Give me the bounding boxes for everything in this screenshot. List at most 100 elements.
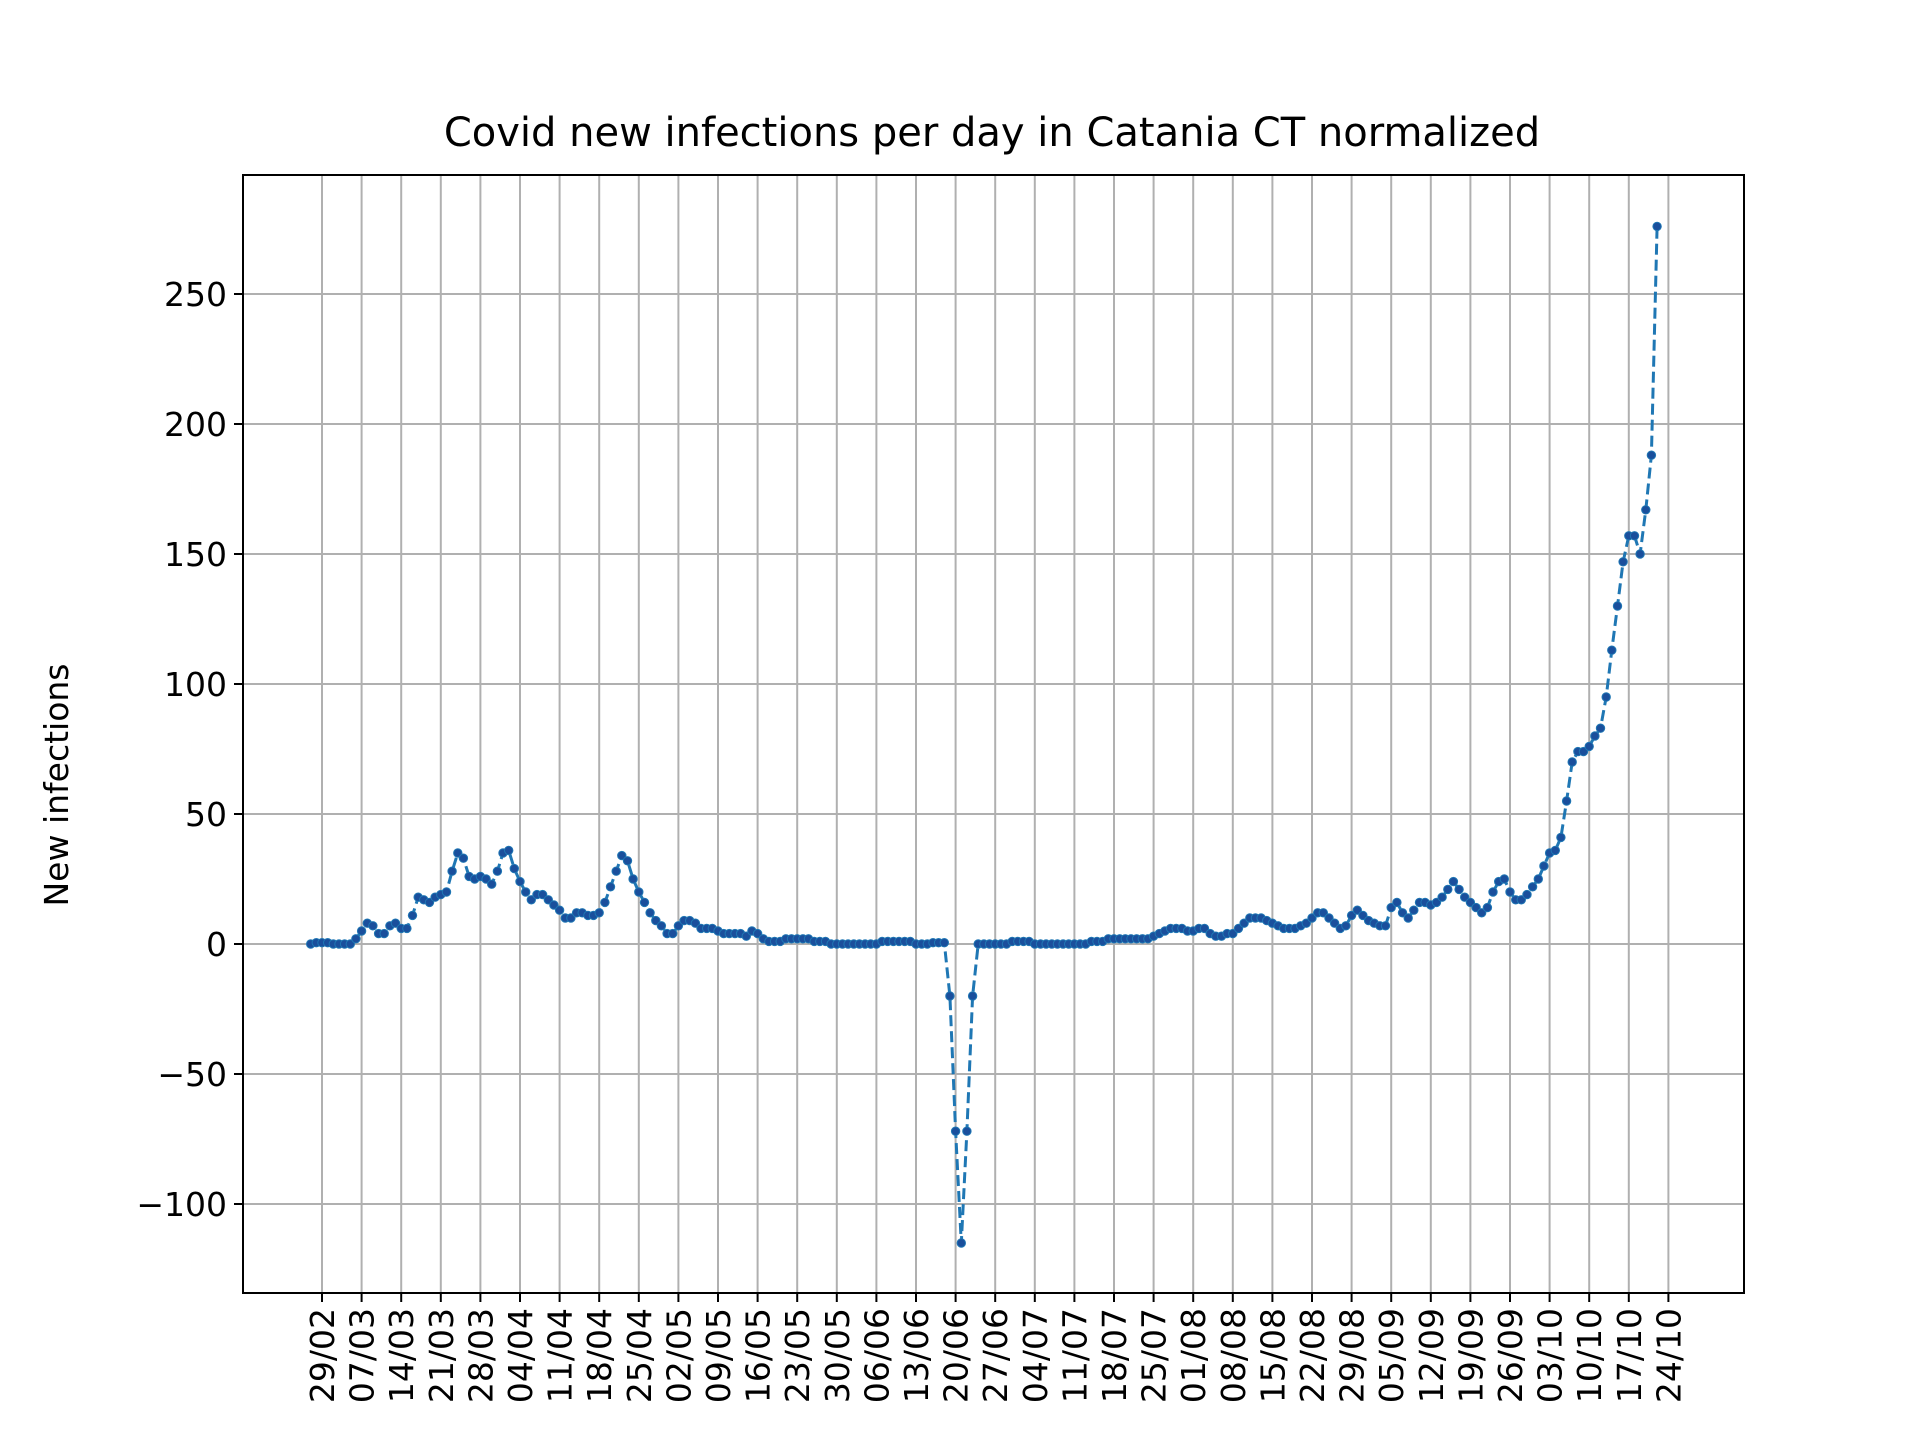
x-tick-label: 29/08: [1333, 1308, 1372, 1403]
data-point: [1358, 910, 1368, 921]
x-tick-label: 11/04: [541, 1308, 580, 1403]
data-point: [1607, 645, 1617, 655]
data-point: [487, 879, 497, 889]
data-point: [549, 900, 559, 910]
data-point: [939, 938, 949, 948]
data-point: [379, 928, 389, 939]
data-point: [622, 856, 633, 866]
x-tick-label: 06/06: [857, 1308, 896, 1403]
x-tick-label: 16/05: [739, 1308, 778, 1403]
data-point: [1318, 908, 1329, 918]
data-point: [645, 908, 655, 918]
data-point: [515, 876, 525, 887]
data-point: [1539, 861, 1549, 871]
x-tick-label: 09/05: [699, 1308, 738, 1403]
data-point: [1409, 905, 1419, 915]
data-point: [1460, 892, 1470, 902]
data-point: [447, 866, 457, 876]
x-tick-label: 19/09: [1451, 1308, 1490, 1403]
data-point: [1477, 908, 1487, 918]
x-tick-label: 20/06: [937, 1308, 976, 1403]
data-point: [554, 905, 565, 915]
x-tick-label: 29/02: [303, 1308, 342, 1403]
data-point: [1380, 921, 1391, 931]
data-point: [1618, 557, 1628, 567]
data-point: [617, 850, 627, 861]
data-point: [611, 866, 621, 876]
data-point: [566, 913, 576, 923]
data-point: [1437, 892, 1447, 902]
x-tick-label: 13/06: [897, 1308, 936, 1403]
x-tick-label: 21/03: [422, 1308, 461, 1403]
x-tick-label: 30/05: [818, 1308, 857, 1403]
x-tick-label: 12/09: [1412, 1308, 1451, 1403]
data-point: [1646, 450, 1657, 460]
data-point: [1307, 913, 1317, 923]
data-point: [1533, 874, 1544, 884]
x-tick-label: 28/03: [461, 1308, 500, 1403]
data-point: [1601, 692, 1611, 702]
data-point: [1454, 884, 1464, 895]
data-point: [1516, 895, 1527, 905]
data-point: [1641, 505, 1651, 515]
x-tick-label: 03/10: [1531, 1308, 1570, 1403]
data-point: [368, 921, 378, 931]
data-point: [605, 882, 616, 892]
data-point: [1556, 832, 1566, 843]
data-point: [1629, 531, 1640, 541]
x-tick-label: 17/10: [1610, 1308, 1649, 1403]
x-tick-label: 14/03: [382, 1308, 421, 1403]
data-point: [1443, 884, 1453, 895]
x-tick-label: 01/08: [1174, 1308, 1213, 1403]
data-point: [1199, 923, 1210, 934]
data-point: [752, 928, 763, 939]
data-point: [1465, 897, 1476, 908]
data-point: [628, 874, 638, 884]
data-point: [1590, 731, 1600, 741]
x-axis: 29/02 07/03 14/03 21/03 28/03 04/04 11/04 18/04…: [303, 1293, 1688, 1403]
data-point: [656, 921, 667, 931]
data-point: [390, 918, 401, 928]
data-point: [351, 934, 361, 944]
x-tick-label: 22/08: [1293, 1308, 1332, 1403]
x-tick-label: 05/09: [1372, 1308, 1411, 1403]
y-axis-label: New infections: [37, 663, 76, 906]
data-point: [600, 897, 610, 908]
x-tick-label: 26/09: [1491, 1308, 1530, 1403]
x-tick-label: 10/10: [1570, 1308, 1609, 1403]
data-point: [1392, 897, 1402, 908]
x-tick-label: 18/07: [1095, 1308, 1134, 1403]
x-tick-label: 08/08: [1214, 1308, 1253, 1403]
data-point: [1505, 887, 1515, 897]
data-point: [945, 991, 955, 1001]
data-point: [1341, 921, 1351, 931]
data-point: [956, 1238, 966, 1248]
data-point: [1567, 757, 1577, 767]
data-point: [1635, 549, 1645, 559]
chart-title: Covid new infections per day in Catania …: [444, 110, 1540, 156]
y-tick-label: 250: [164, 275, 227, 314]
y-tick-label: −100: [136, 1185, 227, 1224]
data-point: [639, 897, 650, 908]
x-tick-label: 04/04: [501, 1308, 540, 1403]
x-tick-label: 24/10: [1649, 1308, 1688, 1403]
data-point: [1522, 889, 1532, 900]
y-tick-label: 50: [185, 795, 227, 834]
data-point: [1652, 221, 1662, 232]
data-point: [407, 910, 418, 921]
data-point: [509, 863, 519, 874]
y-tick-label: 200: [164, 405, 227, 444]
data-point: [1584, 741, 1594, 752]
data-point: [526, 895, 536, 905]
data-point: [668, 928, 678, 939]
data-point: [1550, 845, 1561, 856]
data-point: [537, 889, 548, 900]
data-point: [1488, 887, 1498, 897]
x-tick-label: 25/04: [620, 1308, 659, 1403]
data-point: [402, 923, 412, 934]
data-point: [1499, 874, 1510, 884]
data-point: [1228, 928, 1238, 939]
data-point: [1386, 902, 1396, 913]
x-tick-label: 07/03: [343, 1308, 382, 1403]
